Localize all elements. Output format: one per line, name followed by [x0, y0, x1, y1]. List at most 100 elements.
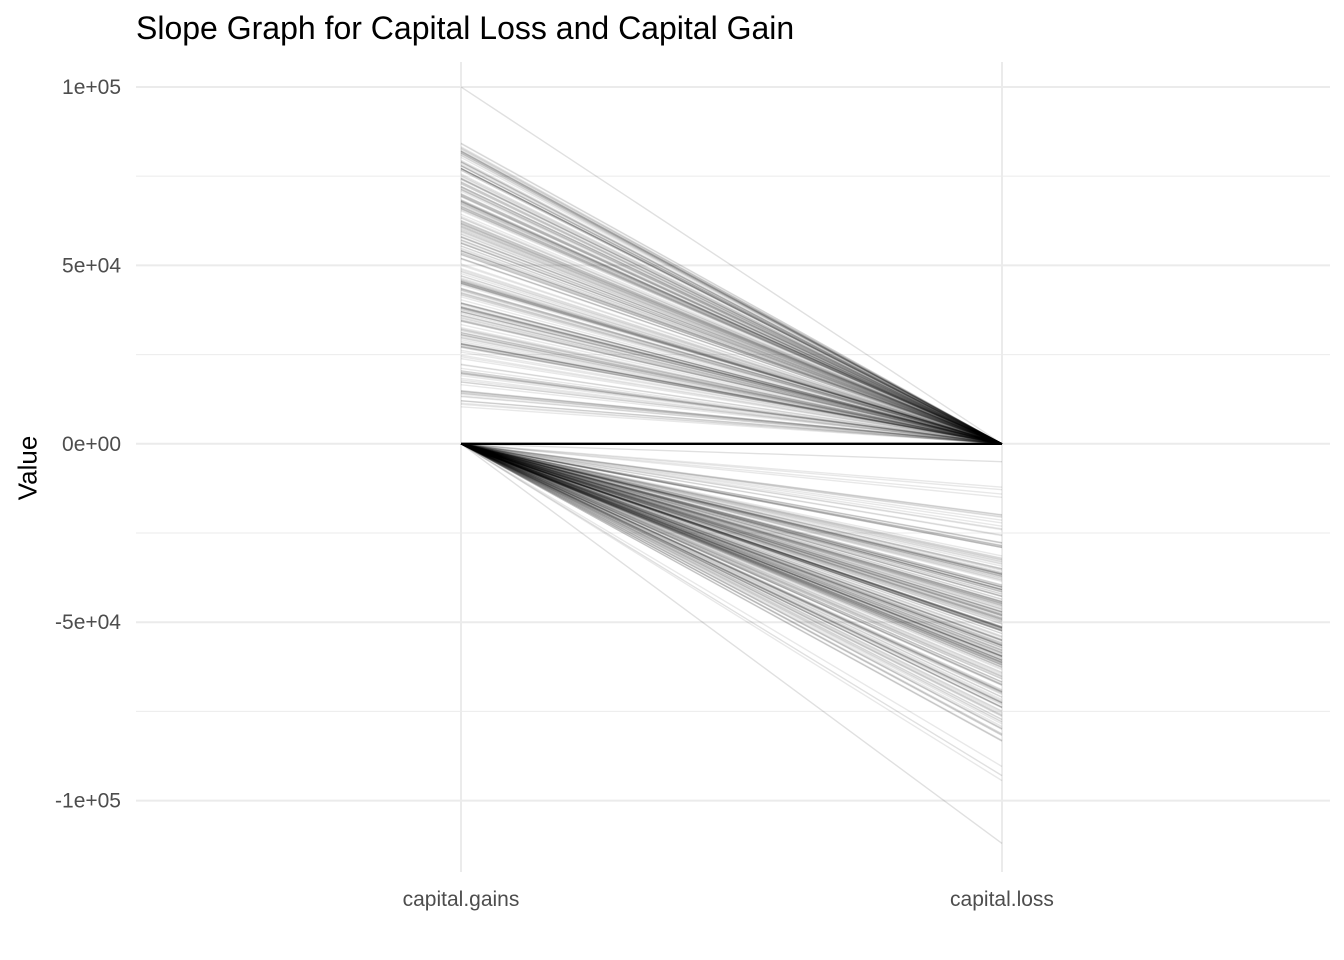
- series-line: [460, 314, 1003, 445]
- gain-slope-line: [460, 167, 1003, 445]
- loss-slope-line: [460, 443, 1003, 658]
- gain-slope-line: [460, 249, 1003, 445]
- loss-slope-line: [460, 443, 1003, 588]
- loss-slope-line: [460, 443, 1003, 696]
- gain-slope-line: [460, 233, 1003, 445]
- gain-slope-line: [460, 395, 1003, 445]
- gain-slope-line: [460, 287, 1003, 445]
- gain-slope-line: [460, 148, 1003, 445]
- gain-slope-line: [460, 272, 1003, 445]
- loss-slope-line: [460, 443, 1003, 624]
- loss-slope-line: [460, 443, 1003, 646]
- gain-slope-line: [460, 395, 1003, 445]
- loss-slope-line: [460, 443, 1003, 577]
- gain-slope-line: [460, 289, 1003, 445]
- gain-slope-line: [460, 202, 1003, 445]
- loss-slope-line: [460, 443, 1003, 638]
- gain-slope-line: [460, 307, 1003, 445]
- gain-slope-line: [460, 167, 1003, 445]
- loss-slope-line: [460, 443, 1003, 704]
- loss-slope-line: [460, 443, 1003, 591]
- gain-slope-line: [460, 233, 1003, 445]
- loss-slope-line: [460, 443, 1003, 667]
- gain-slope-line: [460, 271, 1003, 445]
- gain-slope-line: [460, 150, 1003, 445]
- loss-slope-line: [460, 443, 1003, 519]
- loss-slope-line: [460, 443, 1003, 654]
- loss-slope-line: [460, 443, 1003, 658]
- gain-slope-line: [460, 207, 1003, 445]
- loss-slope-line: [460, 443, 1003, 593]
- loss-slope-line: [460, 443, 1003, 693]
- loss-slope-line: [460, 443, 1003, 706]
- gain-slope-line: [460, 351, 1003, 445]
- loss-slope-line: [460, 443, 1003, 604]
- gain-slope-line: [460, 154, 1003, 445]
- gain-slope-line: [460, 178, 1003, 445]
- gain-slope-line: [460, 332, 1003, 445]
- gain-slope-line: [460, 375, 1003, 445]
- loss-slope-line: [460, 443, 1003, 668]
- loss-slope-line: [460, 443, 1003, 561]
- loss-slope-line: [460, 443, 1003, 725]
- loss-slope-line: [460, 443, 1003, 608]
- gain-slope-line: [460, 281, 1003, 445]
- gain-slope-line: [460, 202, 1003, 445]
- gain-slope-line: [460, 252, 1003, 445]
- loss-slope-line: [460, 443, 1003, 547]
- loss-slope-line: [460, 443, 1003, 612]
- series-line: [460, 371, 1003, 445]
- gain-slope-line: [460, 288, 1003, 445]
- gain-slope-line: [460, 393, 1003, 445]
- loss-slope-line: [460, 443, 1003, 591]
- gain-slope-line: [460, 307, 1003, 445]
- loss-slope-line: [460, 443, 1003, 547]
- loss-slope-line: [460, 443, 1003, 621]
- loss-slope-line: [460, 443, 1003, 616]
- loss-slope-line: [460, 443, 1003, 662]
- gain-slope-line: [460, 150, 1003, 445]
- loss-slope-line: [460, 443, 1003, 692]
- gain-slope-line: [460, 161, 1003, 445]
- loss-slope-line: [460, 443, 1003, 703]
- loss-slope-line: [460, 443, 1003, 736]
- loss-slope-line: [460, 443, 1003, 573]
- gain-slope-line: [460, 217, 1003, 445]
- loss-slope-line: [460, 443, 1003, 639]
- slope-lines: [460, 86, 1003, 845]
- gain-slope-line: [460, 390, 1003, 445]
- loss-slope-line: [460, 443, 1003, 614]
- gain-slope-line: [460, 294, 1003, 445]
- series-line: [460, 443, 1003, 777]
- loss-slope-line: [460, 443, 1003, 628]
- gain-slope-line: [460, 340, 1003, 445]
- y-tick-labels: 1e+05 5e+04 0e+00 -5e+04 -1e+05: [55, 76, 121, 813]
- gain-slope-line: [460, 316, 1003, 445]
- loss-slope-line: [460, 443, 1003, 605]
- loss-slope-line: [460, 443, 1003, 645]
- gain-slope-line: [460, 302, 1003, 445]
- gain-slope-line: [460, 152, 1003, 445]
- loss-slope-line: [460, 443, 1003, 670]
- loss-slope-line: [460, 443, 1003, 658]
- gain-slope-line: [460, 381, 1003, 445]
- gain-slope-line: [460, 185, 1003, 445]
- loss-slope-line: [460, 443, 1003, 625]
- loss-slope-line: [460, 443, 1003, 686]
- loss-slope-line: [460, 443, 1003, 590]
- loss-slope-line: [460, 443, 1003, 603]
- loss-slope-line: [460, 443, 1003, 683]
- gain-slope-line: [460, 161, 1003, 445]
- gain-slope-line: [460, 199, 1003, 445]
- gain-slope-line: [460, 357, 1003, 445]
- loss-slope-line: [460, 443, 1003, 498]
- loss-slope-line: [460, 443, 1003, 735]
- loss-slope-line: [460, 443, 1003, 579]
- loss-slope-line: [460, 443, 1003, 674]
- loss-slope-line: [460, 443, 1003, 577]
- loss-slope-line: [460, 443, 1003, 574]
- gain-slope-line: [460, 342, 1003, 445]
- gain-slope-line: [460, 169, 1003, 445]
- gain-slope-line: [460, 364, 1003, 445]
- series-line: [460, 443, 1003, 516]
